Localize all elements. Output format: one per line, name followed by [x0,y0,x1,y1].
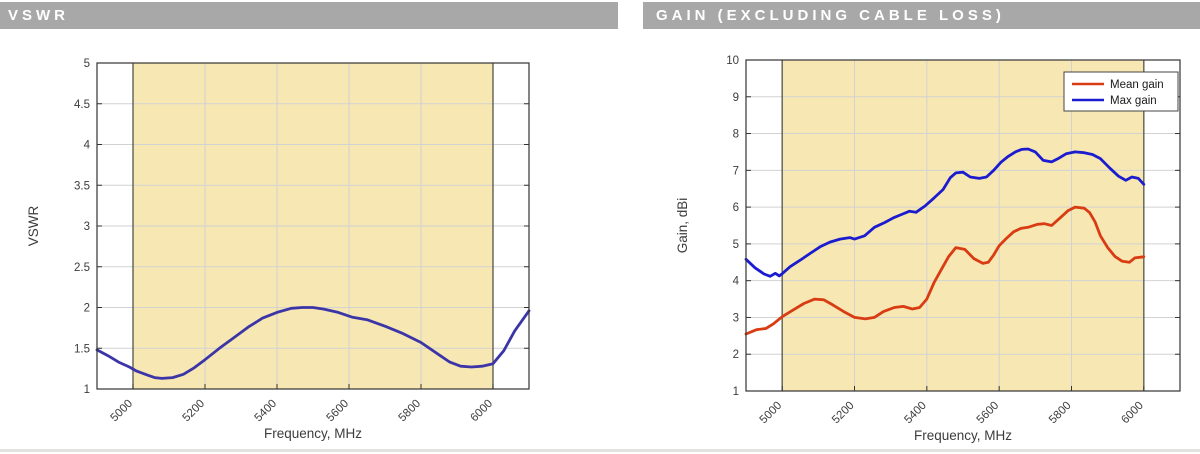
gain-panel-header: GAIN (EXCLUDING CABLE LOSS) [643,2,1200,29]
bottom-divider [0,449,1200,452]
y-tick-label: 1 [84,384,90,396]
x-tick-label: 5200 [181,398,208,425]
legend-box [1063,71,1179,112]
legend-label-max-gain: Max gain [1110,95,1157,107]
y-tick-label: 1 [733,386,739,398]
x-tick-label: 5000 [758,400,785,427]
y-tick-label: 8 [733,129,739,141]
gain-panel-title: GAIN (EXCLUDING CABLE LOSS) [656,7,1005,24]
y-tick-label: 1.5 [74,343,90,355]
x-tick-label: 6000 [1119,400,1146,427]
vswr-panel-header: VSWR [0,2,618,29]
y-tick-label: 3 [733,312,739,324]
y-tick-label: 3 [84,221,90,233]
y-tick-label: 5 [733,239,739,251]
y-tick-label: 5 [84,58,90,70]
y-tick-label: 3.5 [74,180,90,192]
highlight-band [782,60,1144,391]
plot-border [745,59,1181,392]
y-tick-label: 4 [733,276,740,288]
x-tick-label: 6000 [469,398,496,425]
y-tick-label: 2 [84,303,90,315]
y-tick-label: 4 [84,140,91,152]
x-tick-label: 5400 [253,398,280,425]
vswr-panel-title: VSWR [8,7,69,24]
y-tick-label: 2 [733,349,739,361]
y-axis-label: Gain, dBi [675,198,690,254]
y-tick-label: 9 [733,92,739,104]
vswr-chart: 5000 5200 5400 5600 5800 6000 1 1.5 2 2.5 3 3.5 4 4.5… [26,58,531,441]
x-tick-label: 5800 [397,398,424,425]
x-tick-label: 5200 [830,400,857,427]
gain-chart: 5000 5200 5400 5600 5800 6000 1 2 3 4 5 6 7 8 9 10 Frequ… [675,55,1181,443]
y-tick-label: 10 [726,55,739,67]
vswr-curve [95,306,531,380]
x-tick-label: 5600 [975,400,1002,427]
x-axis-label: Frequency, MHz [264,426,362,441]
y-tick-label: 4.5 [74,99,90,111]
y-tick-label: 6 [733,202,739,214]
y-axis-label: VSWR [26,205,41,246]
x-tick-label: 5000 [109,398,136,425]
x-tick-label: 5400 [902,400,929,427]
x-tick-label: 5600 [325,398,352,425]
legend-label-mean-gain: Mean gain [1110,79,1164,91]
x-tick-label: 5800 [1047,400,1074,427]
y-tick-label: 7 [733,165,739,177]
y-tick-label: 2.5 [74,262,90,274]
max-gain-curve [744,147,1146,278]
x-axis-label: Frequency, MHz [914,428,1012,443]
mean-gain-curve [744,205,1146,336]
